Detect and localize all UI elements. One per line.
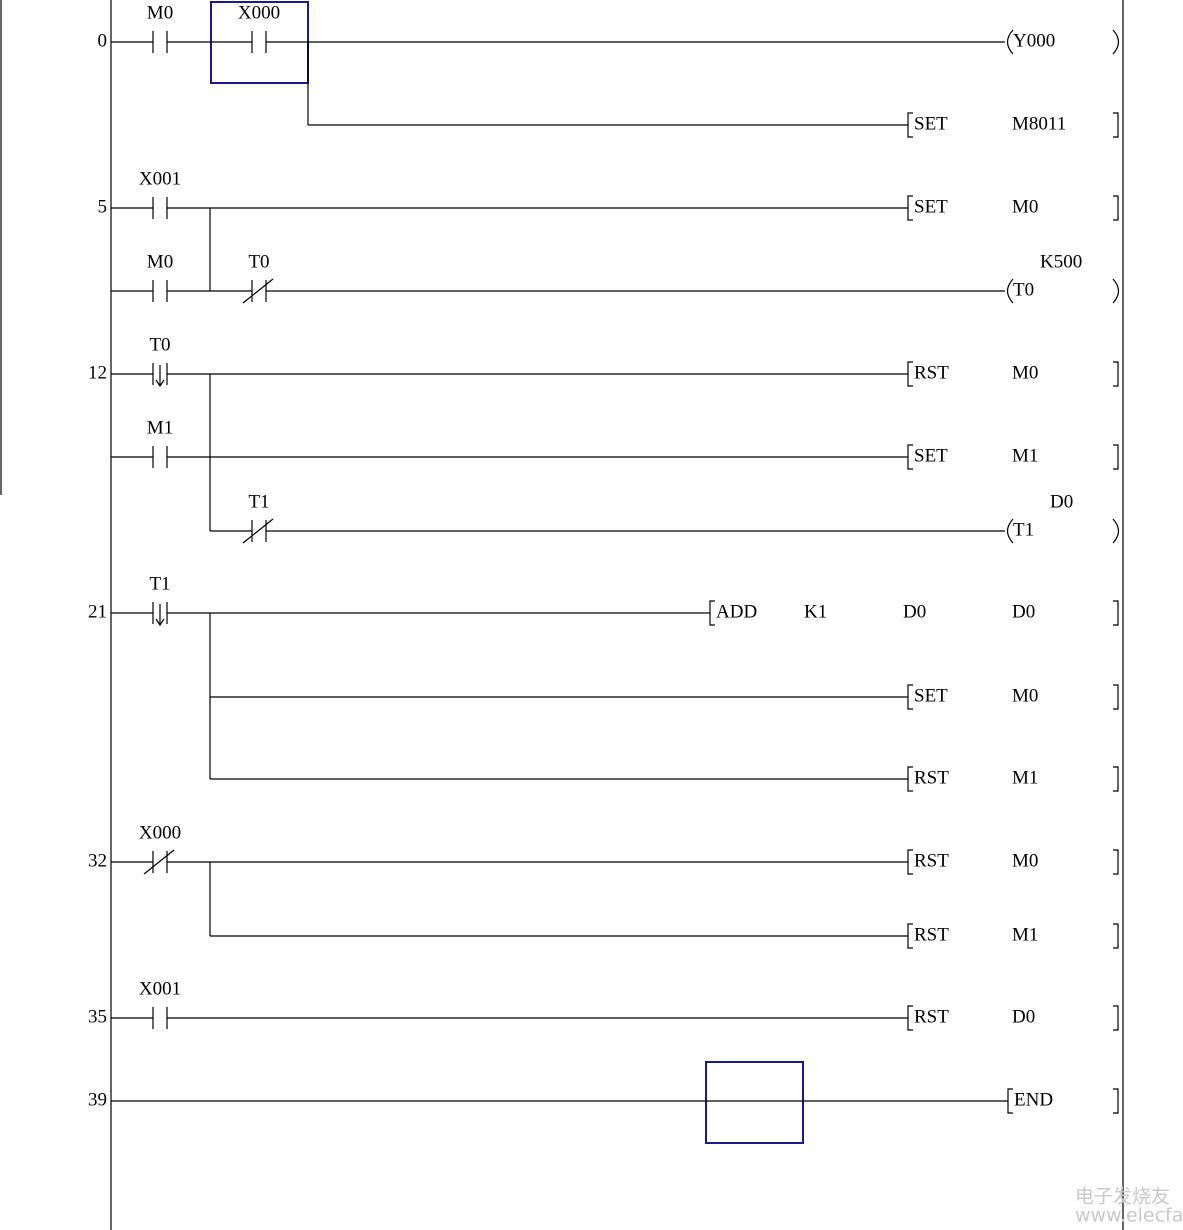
operand: K500: [1040, 251, 1082, 272]
cursor-box: [705, 1061, 804, 1144]
bracket-close: [1113, 444, 1119, 470]
operand: M0: [1012, 196, 1038, 217]
instruction: RST: [914, 362, 949, 383]
operand: M8011: [1012, 113, 1066, 134]
operand: D0: [1012, 601, 1035, 622]
operand: D0: [1050, 491, 1073, 512]
instruction: T1: [1013, 519, 1034, 540]
bracket-open: [907, 849, 913, 875]
instruction: SET: [914, 113, 948, 134]
instruction: Y000: [1013, 30, 1055, 51]
operand: M1: [1012, 445, 1038, 466]
contact-label: X001: [139, 978, 181, 999]
step-number: 35: [88, 1006, 107, 1027]
instruction: RST: [914, 1006, 949, 1027]
bracket-open: [907, 923, 913, 949]
bracket-close: [1113, 361, 1119, 387]
step-number: 39: [88, 1089, 107, 1110]
bracket-close: [1113, 112, 1119, 138]
contact-label: M0: [147, 2, 173, 23]
operand: D0: [903, 601, 926, 622]
contact-slash: [242, 278, 274, 304]
operand: M1: [1012, 767, 1038, 788]
step-number: 21: [88, 601, 107, 622]
instruction: RST: [914, 850, 949, 871]
step-number: 0: [98, 30, 108, 51]
contact-label: X000: [238, 2, 280, 23]
bracket-open: [1007, 1088, 1013, 1114]
bracket-close: [1113, 600, 1119, 626]
instruction: RST: [914, 924, 949, 945]
bracket-open: [907, 444, 913, 470]
instruction: END: [1014, 1089, 1053, 1110]
contact-slash: [143, 849, 175, 875]
contact-label: X001: [139, 168, 181, 189]
bracket-close: [1113, 1005, 1119, 1031]
coil-open: [1006, 278, 1014, 304]
instruction: SET: [914, 196, 948, 217]
contact-label: M1: [147, 417, 173, 438]
bracket-open: [907, 766, 913, 792]
contact-slash: [242, 518, 274, 544]
coil-open: [1006, 518, 1014, 544]
step-number: 5: [98, 196, 108, 217]
operand: M0: [1012, 685, 1038, 706]
contact-label: X000: [139, 822, 181, 843]
contact-label: T0: [248, 251, 269, 272]
bracket-open: [709, 600, 715, 626]
instruction: RST: [914, 767, 949, 788]
edge-arrow: [155, 604, 165, 627]
bracket-close: [1113, 684, 1119, 710]
bracket-close: [1113, 1088, 1119, 1114]
operand: K1: [804, 601, 827, 622]
coil-close: [1112, 29, 1120, 55]
coil-open: [1006, 29, 1014, 55]
watermark-name: 电子发烧友: [1075, 1186, 1170, 1208]
bracket-open: [907, 195, 913, 221]
bracket-close: [1113, 923, 1119, 949]
bracket-open: [907, 361, 913, 387]
contact-label: T0: [149, 334, 170, 355]
instruction: T0: [1013, 279, 1034, 300]
step-number: 12: [88, 362, 107, 383]
contact-label: T1: [149, 573, 170, 594]
contact-label: M0: [147, 251, 173, 272]
operand: M0: [1012, 362, 1038, 383]
bracket-close: [1113, 195, 1119, 221]
coil-close: [1112, 518, 1120, 544]
instruction: SET: [914, 445, 948, 466]
bracket-open: [907, 112, 913, 138]
edge-arrow: [155, 365, 165, 388]
coil-close: [1112, 278, 1120, 304]
operand: M0: [1012, 850, 1038, 871]
watermark-url: www.elecfans.com: [1075, 1205, 1183, 1227]
instruction: ADD: [716, 601, 757, 622]
step-number: 32: [88, 850, 107, 871]
bracket-close: [1113, 766, 1119, 792]
instruction: SET: [914, 685, 948, 706]
contact-label: T1: [248, 491, 269, 512]
bracket-close: [1113, 849, 1119, 875]
bracket-open: [907, 1005, 913, 1031]
bracket-open: [907, 684, 913, 710]
operand: M1: [1012, 924, 1038, 945]
operand: D0: [1012, 1006, 1035, 1027]
